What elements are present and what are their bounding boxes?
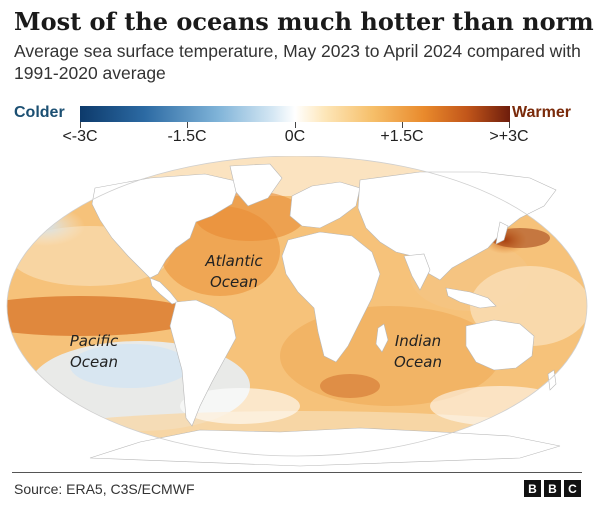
land-greenland: [229, 163, 283, 207]
land-antarctica: [89, 427, 561, 467]
land-europe: [289, 181, 361, 229]
source-credit: Source: ERA5, C3S/ECMWF: [14, 481, 195, 497]
chart-subtitle: Average sea surface temperature, May 202…: [14, 41, 581, 83]
legend-tick-label: +1.5C: [380, 128, 424, 145]
land-australia: [465, 319, 535, 371]
ocean-label-pacific-2: Ocean: [70, 353, 118, 371]
bbc-logo-letter: B: [524, 480, 541, 497]
legend-tick: [295, 122, 296, 128]
legend-tick: [80, 122, 81, 128]
ocean-label-indian: Indian: [395, 332, 441, 350]
legend-tick-label: >+3C: [489, 128, 529, 145]
bbc-logo-letter: C: [564, 480, 581, 497]
land-india: [403, 253, 431, 291]
land-japan: [495, 221, 509, 245]
land-south-america: [169, 299, 237, 427]
legend-color-scale: [80, 106, 510, 122]
ocean-label-indian-2: Ocean: [394, 353, 442, 371]
footer-divider: [12, 472, 582, 473]
bbc-logo-letter: B: [544, 480, 561, 497]
ocean-label-atlantic-2: Ocean: [210, 273, 258, 291]
legend-warmer-label: Warmer: [512, 104, 571, 121]
legend-tick: [402, 122, 403, 128]
land-layer: [89, 163, 561, 467]
legend-tick-label: -1.5C: [167, 128, 207, 145]
land-africa: [281, 231, 381, 363]
legend-tick-label: 0C: [284, 128, 306, 145]
globe-outline: [6, 156, 588, 457]
land-madagascar: [375, 323, 389, 353]
legend-tick-label: <-3C: [62, 128, 98, 145]
land-asia: [357, 171, 557, 281]
land-central-america: [149, 277, 179, 305]
ocean-label-atlantic: Atlantic: [204, 252, 263, 270]
chart-title: Most of the oceans much hotter than norm…: [14, 7, 594, 36]
land-indonesia: [445, 287, 497, 309]
world-sst-anomaly-map: Atlantic Ocean Pacific Ocean Indian Ocea…: [6, 156, 588, 467]
bbc-logo: B B C: [524, 480, 581, 497]
legend-colder-label: Colder: [14, 104, 65, 121]
legend-tick: [187, 122, 188, 128]
legend-tick: [509, 122, 510, 128]
ocean-label-pacific: Pacific: [70, 332, 119, 350]
